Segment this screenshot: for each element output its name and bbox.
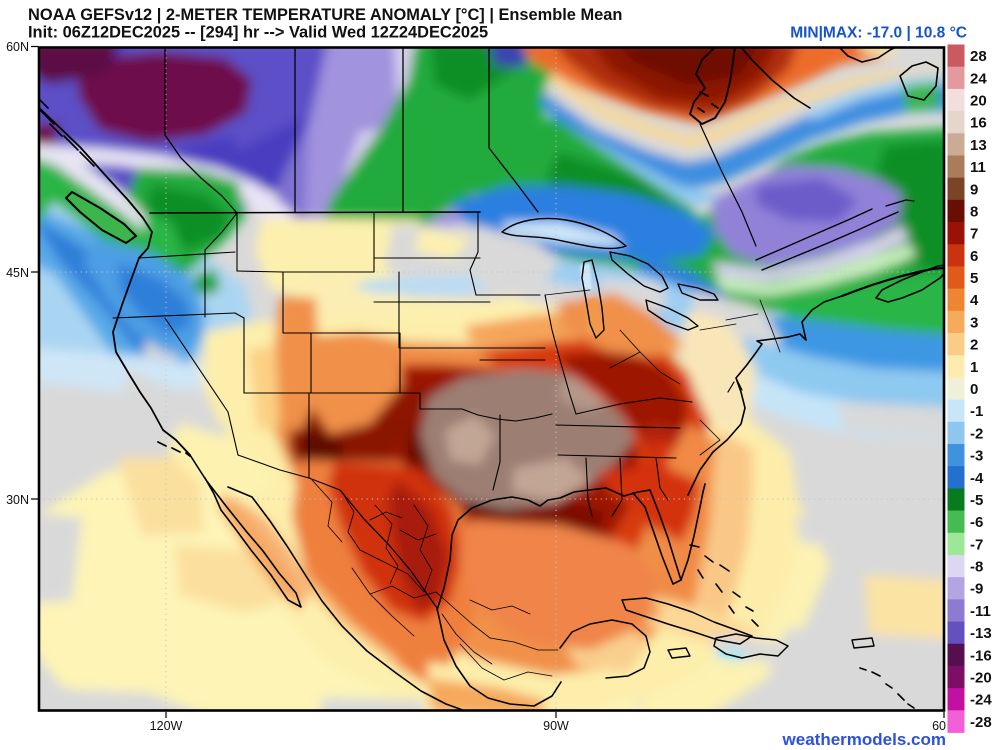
svg-text:5: 5 xyxy=(970,270,978,287)
svg-text:90W: 90W xyxy=(543,719,569,733)
svg-text:-1: -1 xyxy=(970,403,983,420)
svg-text:-2: -2 xyxy=(970,425,983,442)
svg-text:weathermodels.com: weathermodels.com xyxy=(782,730,946,749)
svg-text:-11: -11 xyxy=(970,603,991,620)
svg-text:Init: 06Z12DEC2025 -- [294] hr: Init: 06Z12DEC2025 -- [294] hr --> Valid… xyxy=(28,24,488,42)
svg-text:4: 4 xyxy=(970,292,979,309)
svg-text:8: 8 xyxy=(970,204,978,221)
svg-text:-6: -6 xyxy=(970,514,983,531)
svg-text:-4: -4 xyxy=(970,470,984,487)
svg-text:28: 28 xyxy=(970,48,987,65)
svg-text:30N: 30N xyxy=(6,493,29,507)
svg-text:2: 2 xyxy=(970,337,978,354)
svg-text:13: 13 xyxy=(970,137,987,154)
svg-text:-9: -9 xyxy=(970,581,983,598)
svg-text:45N: 45N xyxy=(6,266,29,280)
svg-text:-13: -13 xyxy=(970,625,992,642)
svg-text:0: 0 xyxy=(970,381,978,398)
svg-text:6: 6 xyxy=(970,248,978,265)
svg-text:-5: -5 xyxy=(970,492,983,509)
svg-text:-28: -28 xyxy=(970,714,992,731)
svg-text:NOAA GEFSv12 | 2-METER TEMPERA: NOAA GEFSv12 | 2-METER TEMPERATURE ANOMA… xyxy=(28,6,622,24)
svg-text:60N: 60N xyxy=(6,40,29,54)
svg-text:-16: -16 xyxy=(970,647,992,664)
svg-text:-8: -8 xyxy=(970,559,983,576)
svg-text:1: 1 xyxy=(970,359,978,376)
svg-text:24: 24 xyxy=(970,70,987,87)
svg-text:MIN|MAX: -17.0 | 10.8 °C: MIN|MAX: -17.0 | 10.8 °C xyxy=(790,25,967,42)
svg-text:3: 3 xyxy=(970,314,978,331)
svg-text:7: 7 xyxy=(970,226,978,243)
svg-text:-3: -3 xyxy=(970,448,983,465)
svg-text:-7: -7 xyxy=(970,536,983,553)
svg-text:60: 60 xyxy=(932,719,946,733)
svg-text:9: 9 xyxy=(970,181,978,198)
svg-text:11: 11 xyxy=(970,159,986,176)
svg-text:-20: -20 xyxy=(970,670,992,687)
svg-text:20: 20 xyxy=(970,93,987,110)
svg-text:-24: -24 xyxy=(970,692,992,709)
svg-text:120W: 120W xyxy=(150,719,183,733)
svg-text:16: 16 xyxy=(970,115,987,132)
